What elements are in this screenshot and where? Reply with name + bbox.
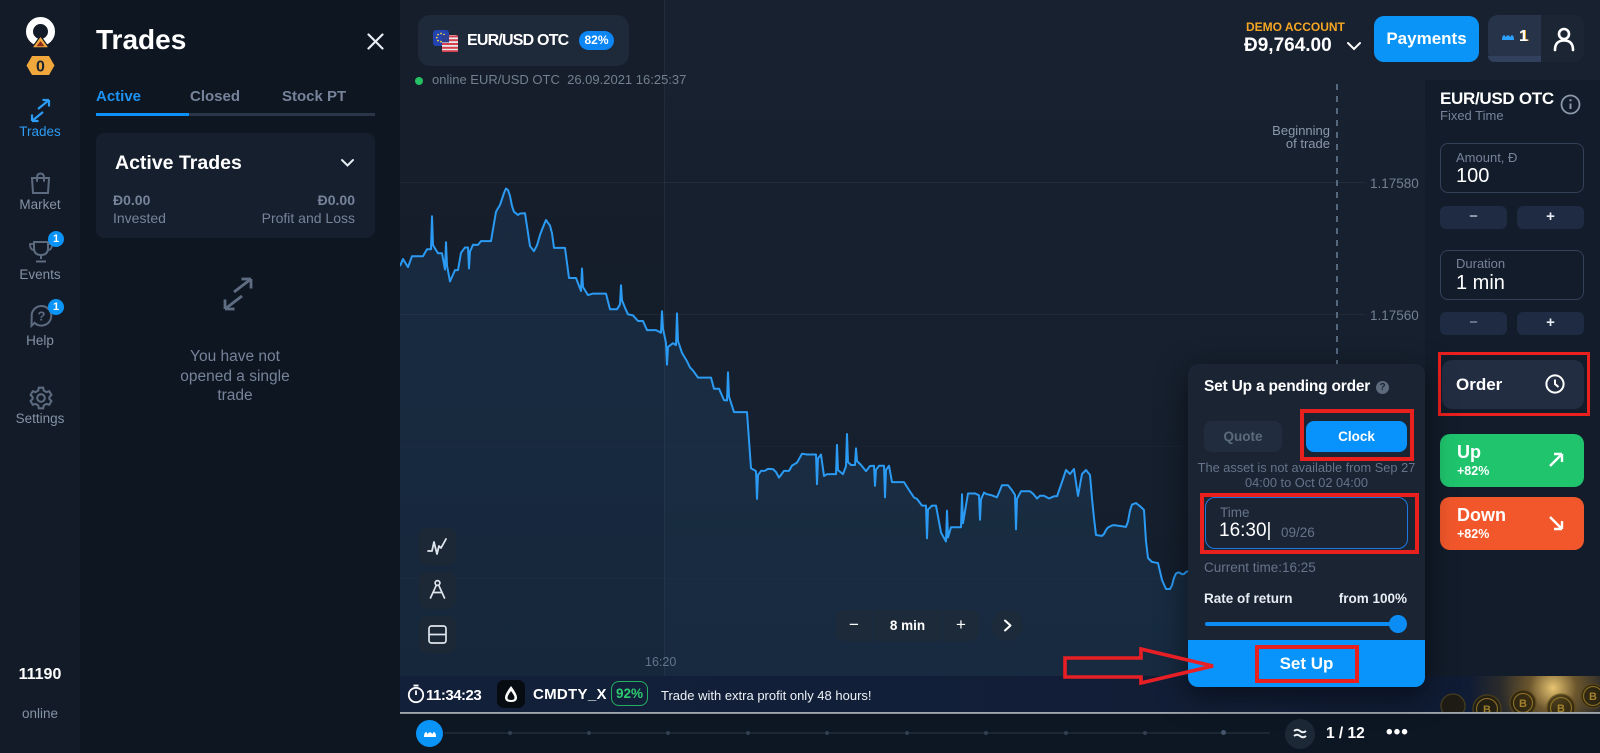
svg-text:B: B bbox=[1483, 704, 1491, 712]
svg-text:B: B bbox=[1557, 703, 1565, 712]
svg-text:0: 0 bbox=[36, 59, 45, 76]
svg-text:B: B bbox=[1589, 691, 1597, 703]
svg-text:?: ? bbox=[38, 309, 46, 324]
svg-text:B: B bbox=[1519, 698, 1527, 710]
